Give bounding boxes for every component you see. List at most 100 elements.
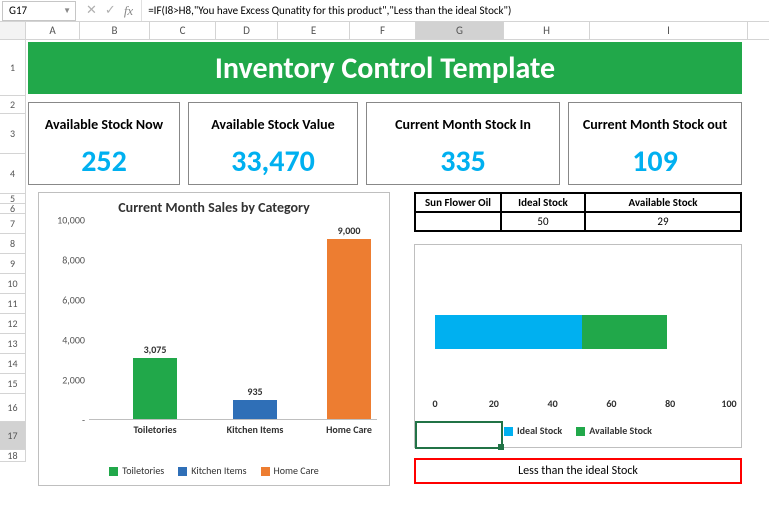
kpi-label: Current Month Stock out <box>569 103 741 143</box>
column-headers: ABCDEFGHI <box>0 22 769 40</box>
legend-swatch <box>178 467 187 476</box>
y-tick: 2,000 <box>41 374 85 387</box>
sales-chart: Current Month Sales by Category -2,0004,… <box>38 192 390 486</box>
stock-table-header: Sun Flower Oil <box>415 193 501 212</box>
legend-item: Kitchen Items <box>178 464 246 477</box>
row-header-16[interactable]: 16 <box>0 394 26 422</box>
accept-icon[interactable]: ✓ <box>105 3 116 18</box>
y-tick: - <box>41 414 85 427</box>
x-tick: 40 <box>548 391 558 410</box>
row-header-7[interactable]: 7 <box>0 214 26 234</box>
legend-item: Home Care <box>261 464 319 477</box>
chart-legend: Ideal Stock Available Stock <box>415 424 741 437</box>
kpi-month-stock-in: Current Month Stock In 335 <box>366 102 560 185</box>
select-all-corner[interactable] <box>0 22 26 39</box>
row-header-10[interactable]: 10 <box>0 274 26 294</box>
kpi-label: Available Stock Now <box>29 103 179 143</box>
row-header-4[interactable]: 4 <box>0 154 26 194</box>
stock-table-cell <box>415 212 501 231</box>
legend-swatch <box>504 427 513 436</box>
chart-legend: Toiletories Kitchen Items Home Care <box>39 464 389 477</box>
stock-table-header: Ideal Stock <box>501 193 585 212</box>
row-header-6[interactable]: 6 <box>0 204 26 214</box>
legend-item: Ideal Stock <box>504 424 562 437</box>
stock-table-cell: 29 <box>585 212 741 231</box>
row-header-14[interactable]: 14 <box>0 354 26 374</box>
bar-value-label: 9,000 <box>327 224 371 239</box>
y-tick: 8,000 <box>41 254 85 267</box>
formula-bar-buttons: ✕ ✓ fx <box>78 0 142 21</box>
col-header-I[interactable]: I <box>590 22 748 39</box>
legend-item: Toiletories <box>109 464 164 477</box>
kpi-row: Available Stock Now 252 Available Stock … <box>28 102 742 185</box>
x-tick: 60 <box>606 391 616 410</box>
chart-plot-area: 020406080100 <box>435 271 727 391</box>
col-header-B[interactable]: B <box>80 22 150 39</box>
chart-plot-area: -2,0004,0006,0008,00010,0003,075Toiletor… <box>89 220 377 420</box>
bar-value-label: 935 <box>233 385 277 400</box>
x-tick: 80 <box>665 391 675 410</box>
spreadsheet-grid: ABCDEFGHI 123456789101112131415161718 In… <box>0 22 769 462</box>
row-header-15[interactable]: 15 <box>0 374 26 394</box>
row-header-11[interactable]: 11 <box>0 294 26 314</box>
row-header-1[interactable]: 1 <box>0 40 26 96</box>
row-headers: 123456789101112131415161718 <box>0 40 26 462</box>
fx-icon[interactable]: fx <box>124 3 133 19</box>
row-header-17[interactable]: 17 <box>0 422 26 450</box>
chevron-down-icon[interactable]: ▼ <box>63 6 71 16</box>
y-tick: 10,000 <box>41 214 85 227</box>
kpi-month-stock-out: Current Month Stock out 109 <box>568 102 742 185</box>
legend-swatch <box>576 427 585 436</box>
col-header-G[interactable]: G <box>416 22 504 39</box>
col-header-C[interactable]: C <box>150 22 216 39</box>
cells-area[interactable]: Inventory Control Template Available Sto… <box>26 40 769 462</box>
kpi-label: Available Stock Value <box>189 103 357 143</box>
cancel-icon[interactable]: ✕ <box>86 3 97 18</box>
x-label: Home Care <box>309 419 389 436</box>
row-header-2[interactable]: 2 <box>0 96 26 114</box>
x-tick: 20 <box>489 391 499 410</box>
bar: 935 <box>233 400 277 419</box>
name-box[interactable]: G17 ▼ <box>2 1 76 21</box>
row-header-18[interactable]: 18 <box>0 450 26 462</box>
row-header-3[interactable]: 3 <box>0 114 26 154</box>
hbar-segment <box>582 315 667 349</box>
hbar-segment <box>435 315 582 349</box>
kpi-value: 109 <box>569 143 741 184</box>
x-tick: 100 <box>721 391 736 410</box>
chart-title: Current Month Sales by Category <box>39 193 389 220</box>
y-tick: 6,000 <box>41 294 85 307</box>
row-header-12[interactable]: 12 <box>0 314 26 334</box>
kpi-available-stock-value: Available Stock Value 33,470 <box>188 102 358 185</box>
row-header-9[interactable]: 9 <box>0 254 26 274</box>
x-tick: 0 <box>432 391 437 410</box>
bar: 3,075 <box>133 358 177 420</box>
row-header-8[interactable]: 8 <box>0 234 26 254</box>
kpi-value: 33,470 <box>189 143 357 184</box>
col-header-D[interactable]: D <box>216 22 278 39</box>
stock-hbar-chart: 020406080100 Ideal StockAvailable Stock <box>414 244 742 448</box>
row-header-13[interactable]: 13 <box>0 334 26 354</box>
status-message: Less than the ideal Stock <box>414 458 742 484</box>
legend-item: Available Stock <box>576 424 652 437</box>
formula-input[interactable]: =IF(I8>H8,"You have Excess Qunatity for … <box>142 4 769 17</box>
col-header-H[interactable]: H <box>504 22 590 39</box>
legend-swatch <box>109 467 118 476</box>
bar: 9,000 <box>327 239 371 419</box>
kpi-value: 252 <box>29 143 179 184</box>
bar-value-label: 3,075 <box>133 343 177 358</box>
col-header-E[interactable]: E <box>278 22 350 39</box>
page-title: Inventory Control Template <box>28 42 742 94</box>
kpi-label: Current Month Stock In <box>367 103 559 143</box>
kpi-value: 335 <box>367 143 559 184</box>
stock-table: Sun Flower Oil Ideal Stock Available Sto… <box>414 192 742 232</box>
col-header-A[interactable]: A <box>26 22 80 39</box>
x-label: Kitchen Items <box>215 419 295 436</box>
formula-bar: G17 ▼ ✕ ✓ fx =IF(I8>H8,"You have Excess … <box>0 0 769 22</box>
stock-table-header: Available Stock <box>585 193 741 212</box>
col-header-F[interactable]: F <box>350 22 416 39</box>
stock-table-cell: 50 <box>501 212 585 231</box>
legend-swatch <box>261 467 270 476</box>
kpi-available-stock-now: Available Stock Now 252 <box>28 102 180 185</box>
x-label: Toiletories <box>115 419 195 436</box>
